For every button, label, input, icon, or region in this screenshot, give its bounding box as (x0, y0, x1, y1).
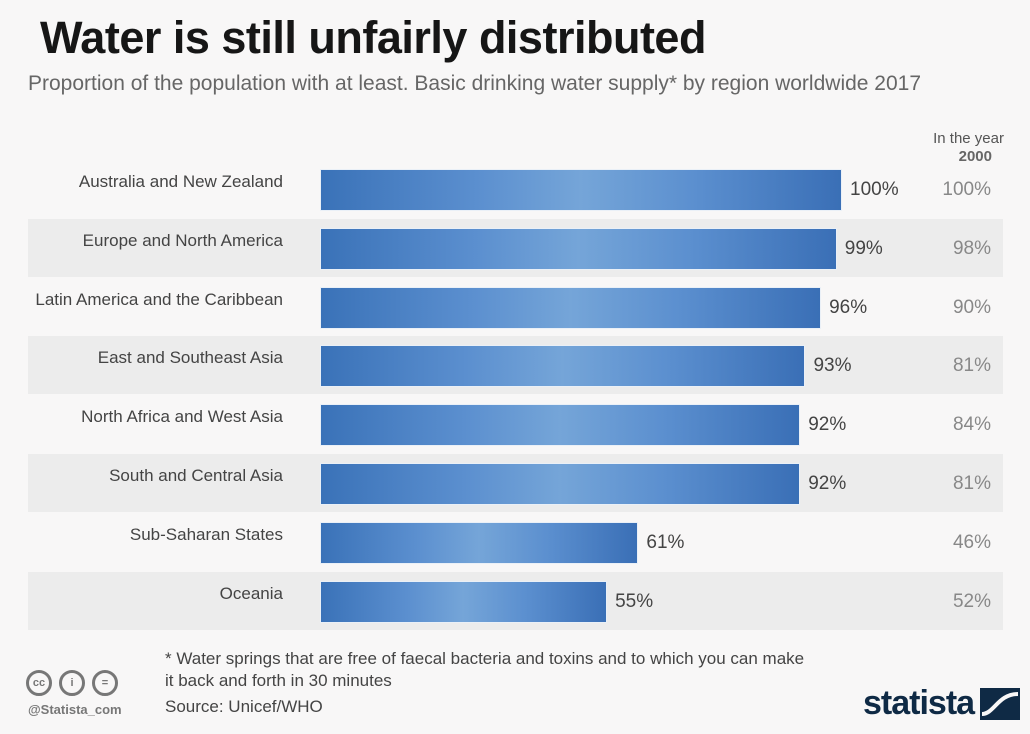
category-label: Europe and North America (82, 230, 283, 250)
value-2000-label: 84% (952, 414, 991, 436)
bar (320, 463, 801, 505)
category-label: South and Central Asia (109, 466, 283, 485)
category-label: North Africa and West Asia (81, 407, 283, 427)
bar (320, 580, 608, 623)
category-label: Latin America and the Caribbean (35, 289, 283, 309)
value-label: 99% (844, 237, 883, 259)
chart-row: North Africa and West Asia 92% 84% (28, 395, 1003, 453)
cc-icon: cc (26, 670, 52, 696)
year-2000-column-header: In the year 2000 (918, 130, 1004, 166)
no-derivatives-icon: = (92, 670, 118, 696)
bar (320, 227, 837, 270)
value-label: 93% (813, 355, 852, 377)
footnote: * Water springs that are free of faecal … (165, 649, 805, 690)
chart-row: Latin America and the Caribbean 96% 90% (28, 278, 1003, 336)
value-label: 92% (808, 414, 847, 436)
chart-row: East and Southeast Asia 93% 81% (28, 336, 1003, 395)
chart-subtitle: Proportion of the population with at lea… (28, 72, 922, 95)
chart-row: Australia and New Zealand 100% 100% (28, 160, 1003, 218)
license-icons: cc i = (26, 670, 118, 696)
statista-logo-icon (980, 687, 1021, 720)
value-label: 100% (850, 179, 899, 200)
bar (320, 169, 842, 211)
statista-logo: statista (863, 684, 1021, 723)
bar (320, 404, 801, 447)
value-label: 55% (615, 590, 654, 612)
value-2000-label: 46% (952, 531, 991, 553)
value-label: 92% (808, 473, 847, 494)
category-label: Sub-Saharan States (129, 524, 283, 544)
source: Source: Unicef/WHO (165, 697, 323, 716)
category-label: Oceania (219, 583, 283, 603)
attribution-icon: i (59, 670, 85, 696)
bar (320, 521, 639, 564)
chart-row: South and Central Asia 92% 81% (28, 454, 1003, 512)
chart-row: Europe and North America 99% 98% (28, 218, 1003, 277)
year-header-line1: In the year (933, 130, 1004, 147)
bar (320, 286, 822, 329)
category-label: East and Southeast Asia (97, 348, 283, 368)
value-label: 61% (646, 531, 685, 553)
value-2000-label: 81% (952, 355, 991, 377)
value-2000-label: 81% (952, 473, 991, 494)
value-2000-label: 52% (952, 590, 991, 612)
bar (320, 345, 806, 388)
chart-row: Oceania 55% 52% (28, 571, 1003, 630)
chart-title: Water is still unfairly distributed (40, 12, 706, 63)
year-header-line2: 2000 (958, 148, 992, 165)
category-label: Australia and New Zealand (78, 172, 283, 191)
chart-row: Sub-Saharan States 61% 46% (28, 513, 1003, 571)
value-2000-label: 100% (942, 179, 991, 200)
value-2000-label: 90% (952, 296, 991, 318)
statista-handle: @Statista_com (28, 702, 122, 717)
statista-wordmark: statista (863, 684, 975, 722)
value-2000-label: 98% (952, 237, 991, 259)
value-label: 96% (829, 296, 868, 318)
